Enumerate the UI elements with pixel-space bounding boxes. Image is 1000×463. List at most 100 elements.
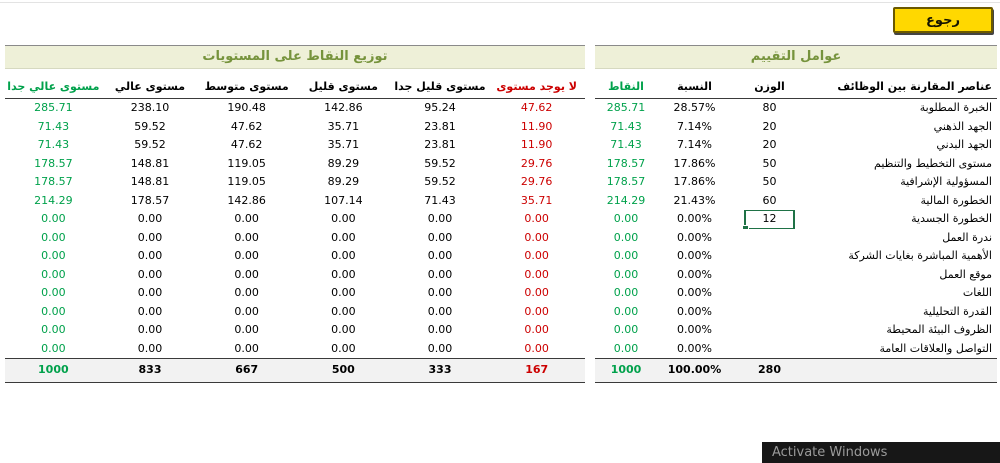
very-high-level-cell[interactable]: 178.57: [34, 156, 73, 170]
very-low-level-cell[interactable]: 0.00: [427, 341, 453, 355]
points-cell[interactable]: 178.57: [606, 156, 646, 170]
weight-cell[interactable]: 50: [762, 156, 777, 170]
row-label[interactable]: الخبرة المطلوبة: [919, 101, 992, 114]
eval-total-percent[interactable]: 100.00%: [667, 363, 722, 376]
points-cell[interactable]: 0.00: [613, 323, 639, 336]
no-level-cell[interactable]: 0.00: [524, 230, 549, 244]
low-level-cell[interactable]: 107.14: [324, 193, 363, 207]
weight-cell[interactable]: [732, 340, 807, 359]
weight-cell[interactable]: [732, 284, 807, 303]
row-label[interactable]: ندرة العمل: [942, 230, 992, 244]
medium-level-cell[interactable]: 0.00: [234, 212, 259, 225]
very-low-level-cell[interactable]: 0.00: [427, 212, 453, 225]
medium-level-cell[interactable]: 142.86: [227, 193, 266, 207]
eval-total-points[interactable]: 1000: [610, 363, 642, 376]
very-high-level-cell[interactable]: 0.00: [41, 267, 66, 281]
medium-level-cell[interactable]: 47.62: [230, 138, 263, 151]
high-level-cell[interactable]: 148.81: [130, 156, 170, 170]
very-high-level-cell[interactable]: 71.43: [37, 138, 70, 151]
no-level-cell[interactable]: 0.00: [524, 286, 549, 299]
percent-cell[interactable]: 7.14%: [677, 138, 712, 151]
weight-cell[interactable]: [732, 247, 807, 266]
high-level-cell[interactable]: 0.00: [137, 323, 163, 336]
high-level-cell[interactable]: 59.52: [134, 138, 166, 151]
very-high-level-cell[interactable]: 0.00: [41, 249, 66, 262]
medium-level-cell[interactable]: 0.00: [234, 267, 259, 281]
low-level-cell[interactable]: 0.00: [331, 249, 356, 262]
no-level-cell[interactable]: 0.00: [524, 323, 549, 336]
high-level-cell[interactable]: 59.52: [134, 119, 166, 133]
low-level-cell[interactable]: 0.00: [331, 323, 356, 336]
very-low-level-cell[interactable]: 0.00: [427, 267, 453, 281]
percent-cell[interactable]: 0.00%: [677, 323, 712, 336]
low-level-cell[interactable]: 35.71: [327, 138, 360, 151]
percent-cell[interactable]: 0.00%: [677, 230, 712, 244]
high-level-cell[interactable]: 0.00: [137, 286, 163, 299]
medium-level-cell[interactable]: 0.00: [234, 341, 259, 355]
very-low-level-cell[interactable]: 0.00: [427, 323, 453, 336]
no-level-cell[interactable]: 0.00: [524, 304, 549, 318]
very-high-level-cell[interactable]: 71.43: [37, 119, 70, 133]
dist-total-low-level[interactable]: 500: [331, 363, 355, 376]
eval-total-weight[interactable]: 280: [758, 363, 781, 376]
dist-total-very-high-level[interactable]: 1000: [38, 363, 69, 376]
no-level-cell[interactable]: 11.90: [520, 138, 553, 151]
points-cell[interactable]: 0.00: [613, 304, 639, 318]
weight-cell[interactable]: 80: [762, 101, 777, 114]
very-high-level-cell[interactable]: 178.57: [34, 175, 73, 188]
high-level-cell[interactable]: 0.00: [137, 341, 163, 355]
low-level-cell[interactable]: 0.00: [331, 304, 356, 318]
percent-cell[interactable]: 17.86%: [673, 175, 716, 188]
very-low-level-cell[interactable]: 0.00: [427, 286, 453, 299]
very-low-level-cell[interactable]: 71.43: [424, 193, 456, 207]
very-low-level-cell[interactable]: 23.81: [424, 138, 456, 151]
high-level-cell[interactable]: 0.00: [137, 230, 163, 244]
high-level-cell[interactable]: 0.00: [137, 249, 163, 262]
weight-cell[interactable]: 60: [762, 193, 777, 207]
points-cell[interactable]: 0.00: [613, 230, 639, 244]
high-level-cell[interactable]: 238.10: [130, 101, 170, 114]
points-cell[interactable]: 0.00: [613, 341, 639, 355]
row-label[interactable]: الأهمية المباشرة بغايات الشركة: [848, 249, 992, 262]
medium-level-cell[interactable]: 0.00: [234, 286, 259, 299]
very-low-level-cell[interactable]: 59.52: [424, 175, 456, 188]
percent-cell[interactable]: 17.86%: [673, 156, 716, 170]
no-level-cell[interactable]: 47.62: [520, 101, 553, 114]
low-level-cell[interactable]: 0.00: [331, 341, 356, 355]
row-label[interactable]: المسؤولية الإشرافية: [900, 175, 992, 188]
no-level-cell[interactable]: 0.00: [524, 212, 549, 225]
high-level-cell[interactable]: 178.57: [130, 193, 170, 207]
medium-level-cell[interactable]: 0.00: [234, 230, 259, 244]
no-level-cell[interactable]: 0.00: [524, 267, 549, 281]
weight-cell[interactable]: 20: [762, 138, 777, 151]
weight-cell[interactable]: 12: [732, 210, 807, 229]
points-cell[interactable]: 71.43: [610, 119, 642, 133]
very-low-level-cell[interactable]: 95.24: [424, 101, 456, 114]
high-level-cell[interactable]: 0.00: [137, 212, 163, 225]
dist-total-medium-level[interactable]: 667: [235, 363, 259, 376]
low-level-cell[interactable]: 0.00: [331, 267, 356, 281]
very-high-level-cell[interactable]: 0.00: [41, 323, 66, 336]
weight-cell[interactable]: [732, 229, 807, 248]
row-label[interactable]: التواصل والعلاقات العامة: [879, 341, 992, 355]
high-level-cell[interactable]: 0.00: [137, 267, 163, 281]
low-level-cell[interactable]: 0.00: [331, 212, 356, 225]
weight-cell[interactable]: [732, 321, 807, 340]
low-level-cell[interactable]: 142.86: [324, 101, 363, 114]
no-level-cell[interactable]: 0.00: [524, 341, 549, 355]
low-level-cell[interactable]: 89.29: [327, 156, 360, 170]
very-low-level-cell[interactable]: 0.00: [427, 249, 453, 262]
percent-cell[interactable]: 0.00%: [677, 286, 712, 299]
percent-cell[interactable]: 0.00%: [677, 267, 712, 281]
points-cell[interactable]: 0.00: [613, 267, 639, 281]
low-level-cell[interactable]: 0.00: [331, 286, 356, 299]
low-level-cell[interactable]: 89.29: [327, 175, 360, 188]
points-cell[interactable]: 0.00: [613, 286, 639, 299]
points-cell[interactable]: 178.57: [606, 175, 646, 188]
very-high-level-cell[interactable]: 285.71: [34, 101, 73, 114]
very-high-level-cell[interactable]: 0.00: [41, 304, 66, 318]
row-label[interactable]: القدرة التحليلية: [923, 304, 992, 318]
percent-cell[interactable]: 28.57%: [673, 101, 716, 114]
row-label[interactable]: الجهد الذهني: [933, 119, 992, 133]
medium-level-cell[interactable]: 190.48: [227, 101, 266, 114]
